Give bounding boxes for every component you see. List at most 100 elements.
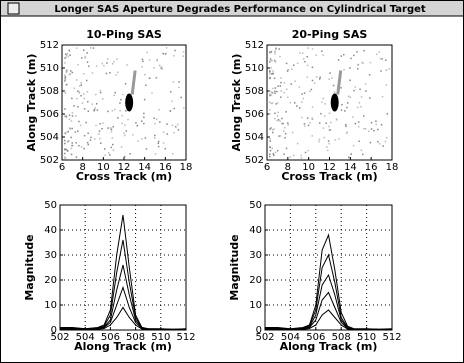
close-box[interactable] bbox=[8, 3, 19, 14]
speckle bbox=[88, 65, 90, 67]
speckle bbox=[81, 146, 83, 148]
speckle bbox=[100, 143, 102, 145]
speckle bbox=[314, 82, 316, 84]
speckle bbox=[286, 88, 288, 90]
speckle bbox=[170, 110, 172, 112]
speckle bbox=[178, 81, 180, 83]
speckle bbox=[303, 58, 305, 60]
speckle bbox=[76, 79, 78, 81]
speckle bbox=[284, 137, 286, 139]
speckle bbox=[299, 86, 301, 88]
speckle bbox=[173, 108, 175, 110]
x-axis-label: Cross Track (m) bbox=[281, 170, 377, 183]
speckle bbox=[146, 52, 148, 54]
speckle bbox=[96, 103, 98, 105]
speckle bbox=[69, 74, 71, 76]
speckle bbox=[289, 156, 291, 158]
speckle bbox=[307, 117, 309, 119]
speckle bbox=[64, 140, 66, 142]
speckle bbox=[165, 53, 167, 55]
speckle bbox=[83, 93, 85, 95]
speckle bbox=[77, 90, 79, 92]
x-tick-label: 18 bbox=[180, 162, 193, 173]
speckle bbox=[308, 47, 310, 49]
speckle bbox=[160, 67, 162, 69]
speckle bbox=[86, 52, 88, 54]
speckle bbox=[121, 146, 123, 148]
speckle bbox=[99, 123, 101, 125]
speckle bbox=[322, 54, 324, 56]
y-tick-label: 506 bbox=[245, 109, 264, 120]
speckle bbox=[324, 103, 326, 105]
y-tick-label: 20 bbox=[249, 275, 262, 286]
speckle bbox=[350, 97, 352, 99]
speckle bbox=[162, 53, 164, 55]
speckle bbox=[272, 88, 274, 90]
speckle bbox=[304, 123, 306, 125]
speckle bbox=[114, 92, 116, 94]
speckle bbox=[335, 139, 337, 141]
speckle bbox=[69, 50, 71, 52]
speckle bbox=[66, 84, 68, 86]
speckle bbox=[77, 130, 79, 132]
speckle bbox=[124, 124, 126, 126]
speckle bbox=[77, 64, 79, 66]
speckle bbox=[104, 148, 106, 150]
speckle bbox=[117, 72, 119, 74]
speckle bbox=[172, 153, 174, 155]
target-spot bbox=[125, 94, 133, 112]
speckle bbox=[269, 102, 271, 104]
speckle bbox=[274, 60, 276, 62]
speckle bbox=[371, 128, 373, 130]
speckle bbox=[311, 89, 313, 91]
speckle bbox=[90, 137, 92, 139]
speckle bbox=[379, 143, 381, 145]
y-axis-label: Magnitude bbox=[23, 234, 36, 300]
speckle bbox=[287, 97, 289, 99]
speckle bbox=[180, 97, 182, 99]
speckle bbox=[112, 137, 114, 139]
speckle bbox=[158, 141, 160, 143]
speckle bbox=[173, 55, 175, 57]
speckle bbox=[293, 65, 295, 67]
speckle bbox=[119, 110, 121, 112]
speckle bbox=[312, 118, 314, 120]
y-tick-label: 506 bbox=[40, 109, 59, 120]
speckle bbox=[271, 73, 273, 75]
speckle bbox=[299, 107, 301, 109]
speckle bbox=[309, 91, 311, 93]
speckle bbox=[100, 92, 102, 94]
speckle bbox=[386, 69, 388, 71]
speckle bbox=[355, 123, 357, 125]
speckle bbox=[338, 59, 340, 61]
speckle bbox=[292, 132, 294, 134]
speckle bbox=[107, 127, 109, 129]
speckle bbox=[273, 155, 275, 157]
speckle bbox=[153, 117, 155, 119]
speckle bbox=[114, 109, 116, 111]
speckle bbox=[73, 105, 75, 107]
speckle bbox=[104, 154, 106, 156]
speckle bbox=[307, 65, 309, 67]
speckle bbox=[385, 141, 387, 143]
speckle bbox=[357, 107, 359, 109]
speckle bbox=[277, 115, 279, 117]
speckle bbox=[109, 72, 111, 74]
speckle bbox=[153, 67, 155, 69]
speckle bbox=[269, 77, 271, 79]
speckle bbox=[113, 149, 115, 151]
y-tick-label: 508 bbox=[245, 86, 264, 97]
speckle bbox=[173, 132, 175, 134]
speckle bbox=[154, 137, 156, 139]
y-tick-label: 510 bbox=[245, 63, 264, 74]
speckle bbox=[100, 90, 102, 92]
speckle bbox=[294, 102, 296, 104]
speckle bbox=[381, 58, 383, 60]
x-axis-label: Cross Track (m) bbox=[76, 170, 172, 183]
speckle bbox=[276, 120, 278, 122]
speckle bbox=[278, 119, 280, 121]
speckle bbox=[369, 74, 371, 76]
y-tick-label: 502 bbox=[245, 155, 264, 166]
speckle bbox=[303, 98, 305, 100]
speckle bbox=[271, 51, 273, 53]
